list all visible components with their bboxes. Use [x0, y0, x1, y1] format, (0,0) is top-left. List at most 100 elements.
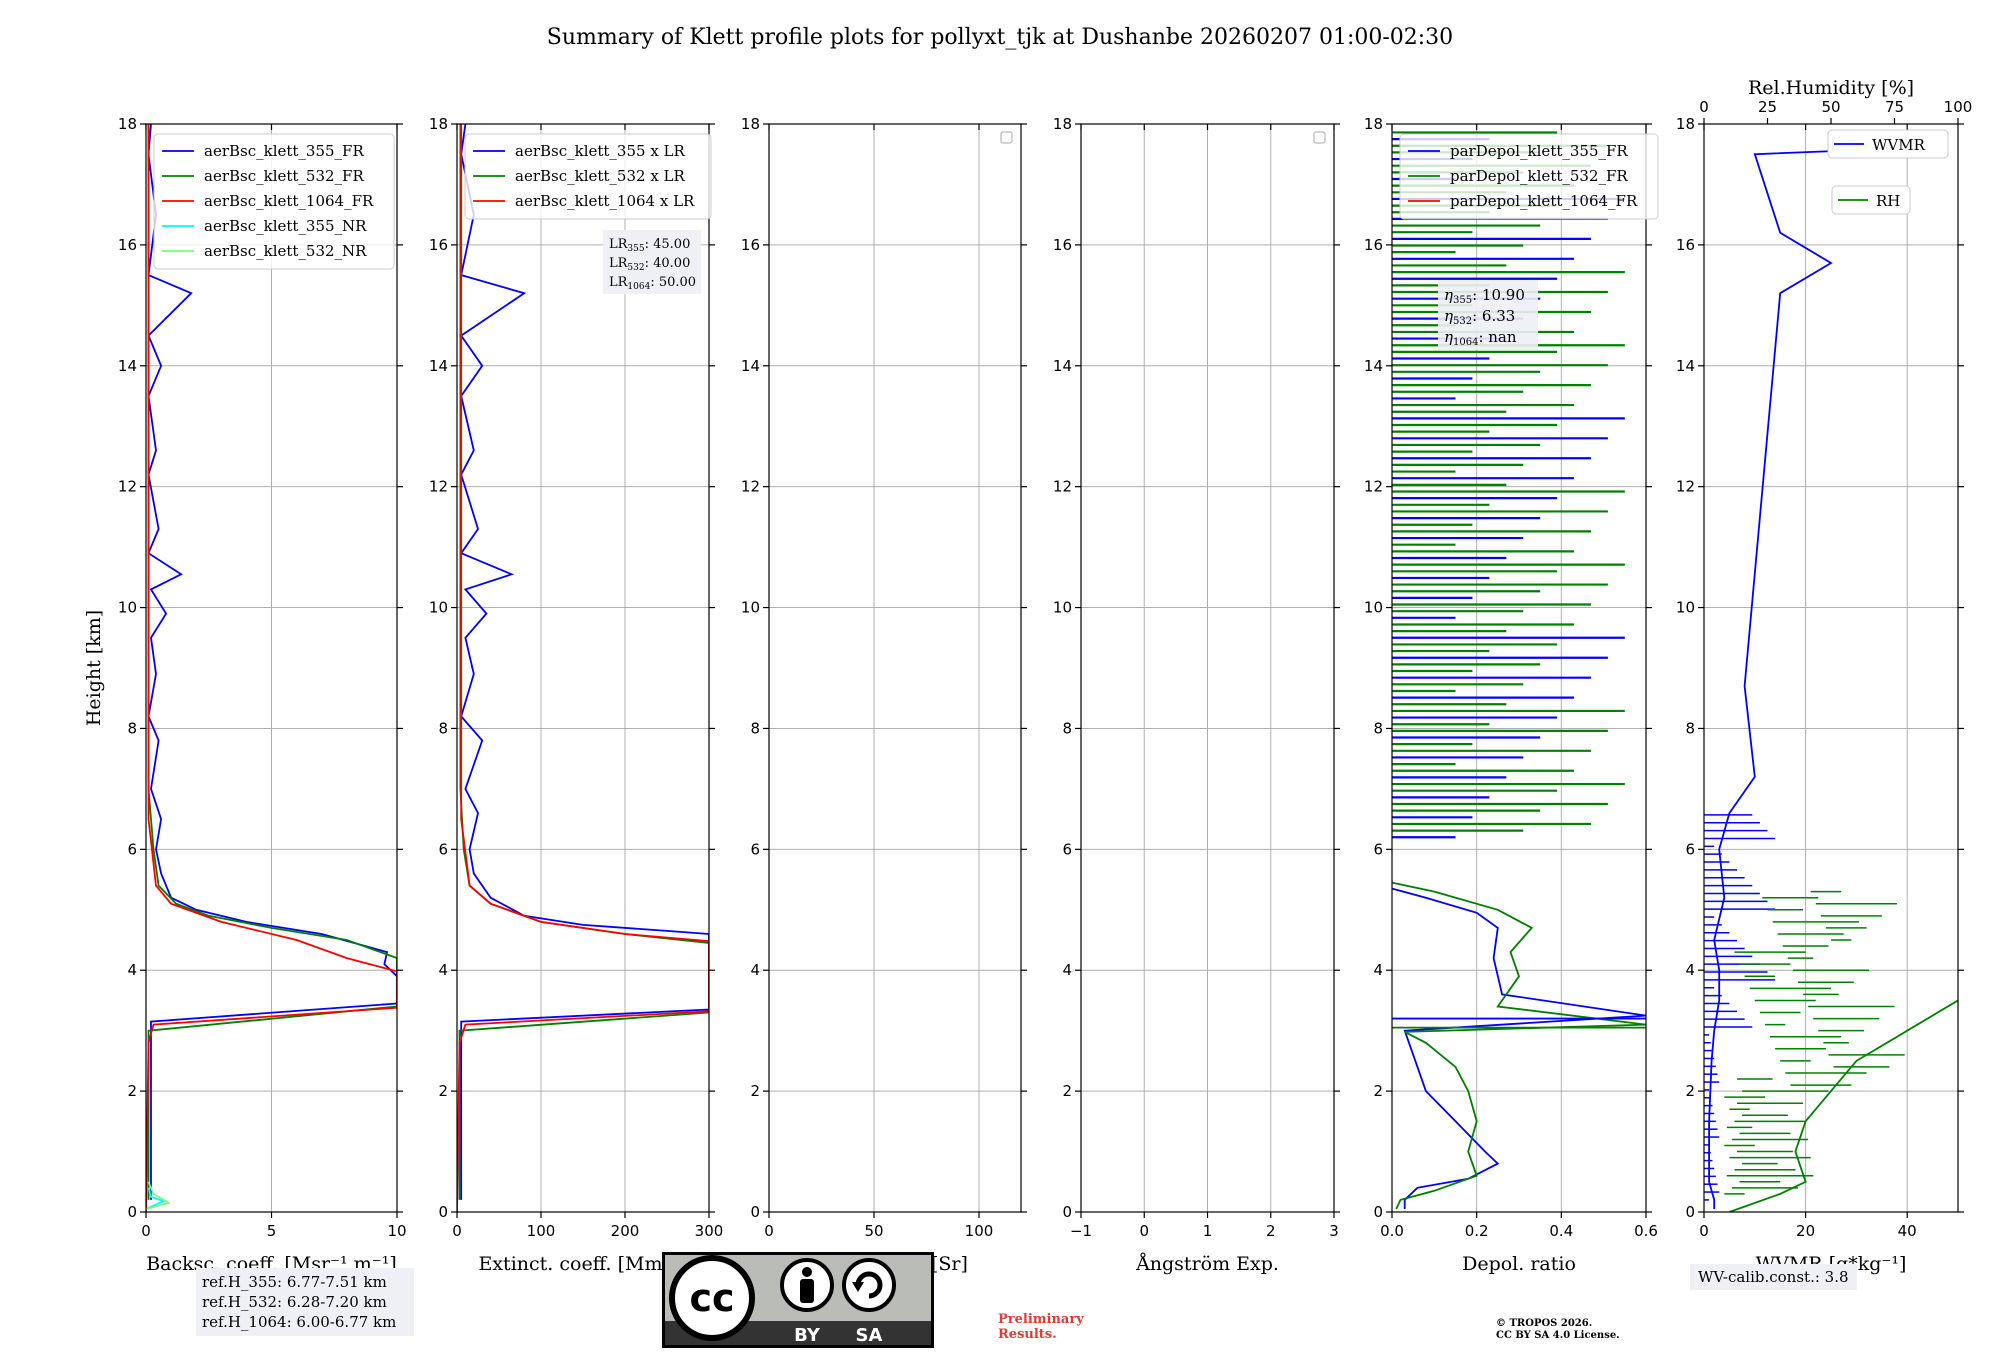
eta-value: : 6.33	[1472, 307, 1515, 325]
y-tick-label: 4	[438, 961, 448, 979]
series-parDepol_klett_532_FR	[1392, 881, 1646, 1210]
reference-height-box: ref.H_355: 6.77-7.51 km ref.H_532: 6.28-…	[196, 1268, 414, 1336]
y-tick-label: 2	[438, 1082, 448, 1100]
panel-water-vapor: 02040024681012141618WVMR [g*kg⁻¹]0255075…	[1676, 77, 1972, 1275]
y-tick-label: 14	[118, 357, 137, 375]
y-tick-label: 2	[1685, 1082, 1695, 1100]
panel-depolarization: 0.0 0.2 0.4 0.6 0 2 4 6 8 10 12 14 16 18 Depol. ratio p…	[1364, 115, 1659, 1275]
x-tick-label: 200	[611, 1222, 640, 1240]
legend-label-aerBsc_klett_1064_FR: aerBsc_klett_1064_FR	[204, 192, 374, 210]
x-axis-label: Ångström Exp.	[1135, 1253, 1279, 1275]
preliminary-line-1: Preliminary	[998, 1312, 1084, 1327]
y-tick-label: 0	[750, 1203, 760, 1221]
y-tick-label: 4	[1685, 961, 1695, 979]
series-aerBsc_klett_355_NR	[146, 1187, 167, 1210]
preliminary-line-2: Results.	[998, 1327, 1057, 1342]
y-tick-label: 2	[1373, 1082, 1383, 1100]
series-parDepol_klett_355_FR	[1392, 887, 1646, 1209]
y-tick-label: 16	[118, 236, 137, 254]
lidar-ratio-box	[603, 230, 701, 294]
x-tick-label: 0.4	[1549, 1222, 1573, 1240]
cc-by-sa-logo: cc BY SA	[662, 1252, 934, 1348]
lidar-ratio-value: : 50.00	[650, 275, 696, 290]
lidar-ratio-1064: LR1064: 50.00	[609, 275, 696, 292]
series-aerBsc_klett_532_NR	[146, 1181, 171, 1210]
y-tick-label: 16	[1364, 236, 1383, 254]
panel-extinction: 0 100 200 300 0 2 4 6 8 10 12 14 16 18 Extinct. coeff.…	[429, 115, 723, 1275]
series-group-extinction	[457, 124, 709, 1212]
legend-label-parDepol_klett_1064_FR: parDepol_klett_1064_FR	[1450, 192, 1638, 210]
series-aerBsc_klett_355_FR	[147, 124, 397, 1200]
x-tick-label: 0.6	[1634, 1222, 1658, 1240]
y-tick-label: 18	[429, 115, 448, 133]
y-tick-label: 14	[1676, 357, 1695, 375]
y-tick-label: 12	[429, 478, 448, 496]
y-tick-label: 6	[750, 840, 760, 858]
y-tick-label: 10	[1676, 599, 1695, 617]
x-tick-label: 100	[527, 1222, 556, 1240]
preliminary-note: Preliminary Results.	[998, 1312, 1084, 1342]
legend-label-WVMR: WVMR	[1872, 136, 1926, 154]
y-tick-label: 2	[750, 1082, 760, 1100]
x-tick-label: 100	[965, 1222, 994, 1240]
series-WVMR	[1708, 147, 1908, 1209]
eta-symbol: η	[1444, 307, 1453, 325]
y-tick-label: 12	[741, 478, 760, 496]
x-tick-label: 20	[1796, 1222, 1815, 1240]
legend-label-RH: RH	[1876, 192, 1900, 210]
x-tick-label: 0.2	[1465, 1222, 1489, 1240]
ref-height-532: ref.H_532: 6.28-7.20 km	[202, 1293, 387, 1311]
x-tick-label: 300	[695, 1222, 724, 1240]
x-tick-label: 40	[1898, 1222, 1917, 1240]
by-text: BY	[794, 1325, 821, 1346]
y-tick-label: 2	[127, 1082, 137, 1100]
x-tick-label: 0	[764, 1222, 774, 1240]
eta-symbol: η	[1444, 328, 1453, 346]
panel-lidar-ratio: 050100024681012141618Lidar ratio [Sr]	[741, 115, 1027, 1275]
legend-frame	[1827, 129, 1949, 159]
x-tick-label: 5	[267, 1222, 277, 1240]
eta-value: : 10.90	[1472, 286, 1525, 304]
lidar-ratio-subscript: 1064	[627, 282, 650, 292]
y-tick-label: 4	[1062, 961, 1072, 979]
series-aerBsc_klett_532_FR	[147, 124, 397, 1200]
y-tick-label: 6	[1373, 840, 1383, 858]
eta-1064: η1064: nan	[1444, 328, 1517, 348]
eta-value: : nan	[1478, 328, 1516, 346]
legend-label-aerBsc_klett_532_FR: aerBsc_klett_532_FR	[204, 167, 364, 185]
x-axis-label: Depol. ratio	[1462, 1253, 1576, 1275]
wv-calibration-box: WV-calib.const.: 3.8	[1690, 1264, 1857, 1290]
y-tick-label: 6	[1062, 840, 1072, 858]
y-tick-label: 10	[429, 599, 448, 617]
legend-frame	[1399, 133, 1659, 220]
y-tick-label: 6	[1685, 840, 1695, 858]
empty-legend-box	[1000, 131, 1013, 144]
legend-label-aerBsc_klett_532 x LR: aerBsc_klett_532 x LR	[515, 167, 686, 185]
y-tick-label: 14	[1364, 357, 1383, 375]
series-aerBsc_klett_1064_FR	[146, 124, 397, 1212]
y-tick-label: 14	[1053, 357, 1072, 375]
y-tick-label: 16	[741, 236, 760, 254]
series-RH	[1729, 999, 1958, 1212]
copyright-line-1: © TROPOS 2026.	[1496, 1318, 1593, 1329]
legend-label-aerBsc_klett_532_NR: aerBsc_klett_532_NR	[204, 242, 367, 260]
cc-text: cc	[689, 1276, 734, 1320]
eta-subscript: 532	[1453, 316, 1472, 327]
series-aerBsc_klett_1064 x LR	[457, 124, 709, 1212]
lidar-ratio-value: : 45.00	[645, 237, 691, 252]
x-tick-label: 0	[141, 1222, 151, 1240]
legend-label-aerBsc_klett_355_NR: aerBsc_klett_355_NR	[204, 217, 367, 235]
y-tick-label: 10	[1053, 599, 1072, 617]
y-tick-label: 0	[1373, 1203, 1383, 1221]
y-tick-label: 0	[1685, 1203, 1695, 1221]
x2-tick-label: 50	[1821, 98, 1840, 116]
series-group-backscatter	[146, 124, 397, 1212]
y-tick-label: 12	[1676, 478, 1695, 496]
eta-355: η355: 10.90	[1444, 286, 1525, 306]
grid-lidar-ratio	[768, 123, 1021, 1213]
grid-backscatter	[145, 123, 398, 1213]
y-tick-label: 18	[118, 115, 137, 133]
